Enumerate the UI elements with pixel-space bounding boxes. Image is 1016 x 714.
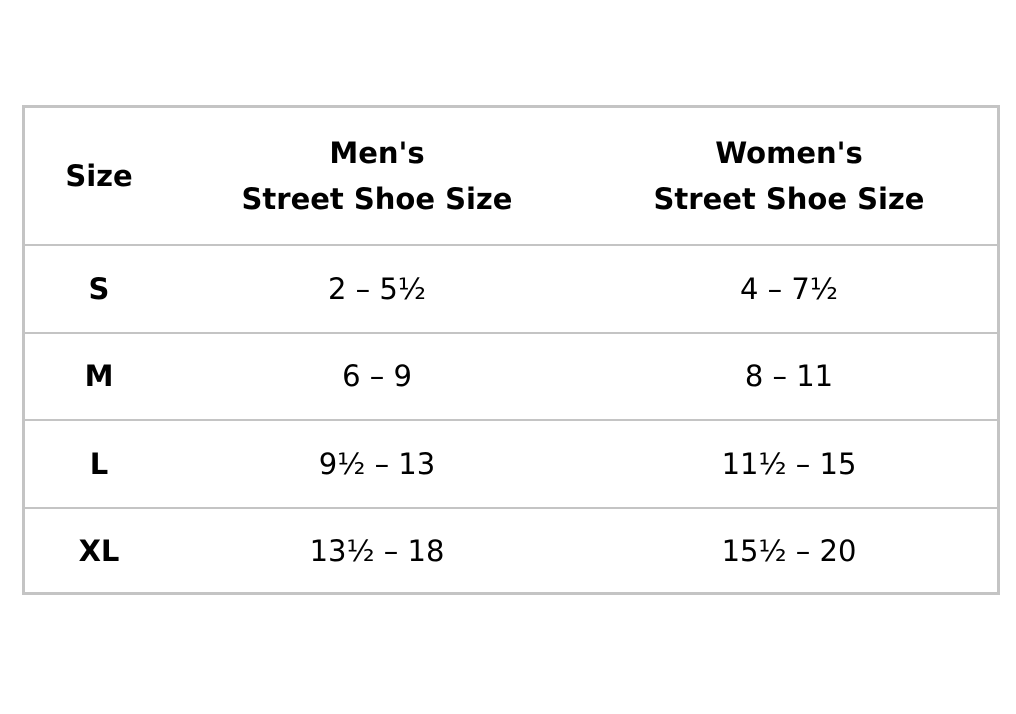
header-text: Street Shoe Size [241,182,513,216]
header-cell: Size [25,108,173,244]
table-cell: 6 – 9 [342,359,412,394]
table-cell: 8 – 11 [744,359,834,394]
size-table: Size Men's Street Shoe Size Women's Street S… [22,105,1000,595]
table-cell: 9½ – 13 [318,446,436,481]
table-cell: XL [78,534,120,569]
table-cell: 15½ – 20 [721,534,857,569]
header-text: Street Shoe Size [653,182,925,216]
header-cell: Men's Street Shoe Size [173,108,581,244]
table-cell: L [89,446,109,481]
table-cell: 13½ – 18 [309,534,445,569]
table-cell: 2 – 5½ [328,271,426,306]
header-text: Men's [329,136,425,170]
table-row: XL 13½ – 18 15½ – 20 [25,506,997,595]
table-cell: S [88,271,110,306]
header-cell: Women's Street Shoe Size [581,108,997,244]
header-text: Women's [715,136,863,170]
header-row: Size Men's Street Shoe Size Women's Street S… [25,108,997,244]
table-row: L 9½ – 13 11½ – 15 [25,419,997,507]
table-cell: M [84,359,114,394]
table-cell: 4 – 7½ [740,271,838,306]
header-text: Size [65,159,133,193]
table-row: S 2 – 5½ 4 – 7½ [25,244,997,332]
table-row: M 6 – 9 8 – 11 [25,331,997,420]
table-cell: 11½ – 15 [721,446,857,481]
